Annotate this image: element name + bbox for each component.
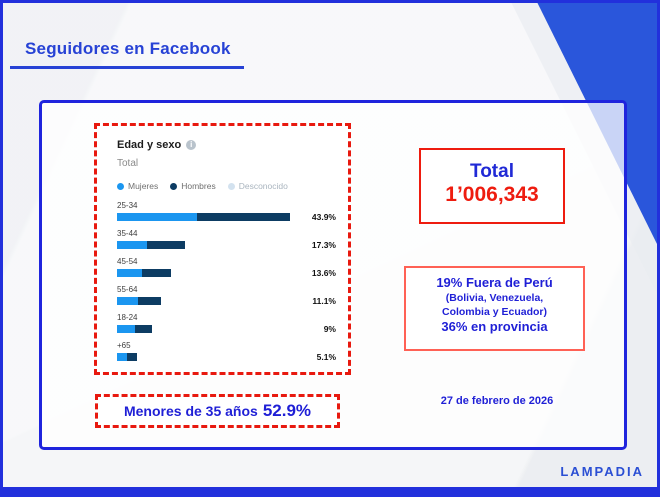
bar-row: +65 5.1% xyxy=(117,341,336,362)
bar-segment-hombres xyxy=(146,241,186,249)
bar-segment-mujeres xyxy=(117,353,127,361)
bar-line: 11.1% xyxy=(117,296,336,306)
bar-category-label: 18-24 xyxy=(117,313,138,322)
legend-dot-icon xyxy=(227,182,235,190)
title-underline xyxy=(10,66,244,69)
highlight-text: Menores de 35 años xyxy=(123,403,258,419)
legend-item: Desconocido xyxy=(227,181,288,191)
bar-category-label: 35-44 xyxy=(117,229,138,238)
chart-legend: Mujeres Hombres Desconocido xyxy=(117,181,336,191)
bar-segment-hombres xyxy=(126,353,138,361)
stats-line: 36% en provincia xyxy=(441,319,548,335)
bar-line: 17.3% xyxy=(117,240,336,250)
bar-line: 43.9% xyxy=(117,212,336,222)
highlight-box: Menores de 35 años 52.9% xyxy=(95,394,340,428)
bar-value-label: 43.9% xyxy=(311,212,336,222)
stats-line: Colombia y Ecuador) xyxy=(441,305,547,318)
bar-segment-hombres xyxy=(196,213,290,221)
bar xyxy=(117,269,171,277)
bar-segment-mujeres xyxy=(117,325,135,333)
bar-row: 55-64 11.1% xyxy=(117,285,336,306)
stats-line: 19% Fuera de Perú xyxy=(436,275,553,290)
date-text: 27 de febrero de 2026 xyxy=(440,395,554,407)
bar-row: 35-44 17.3% xyxy=(117,229,336,250)
legend-item: Mujeres xyxy=(117,181,158,191)
bar-value-label: 17.3% xyxy=(311,240,336,250)
stats-line: (Bolivia, Venezuela, xyxy=(445,291,544,304)
bar-category-label: +65 xyxy=(117,341,131,350)
bar-line: 9% xyxy=(117,324,336,334)
chart-subtitle: Total xyxy=(117,158,139,169)
bar-line: 13.6% xyxy=(117,268,336,278)
bar-value-label: 9% xyxy=(323,324,336,334)
legend-label: Hombres xyxy=(181,181,216,191)
stats-box: 19% Fuera de Perú (Bolivia, Venezuela, C… xyxy=(404,266,585,351)
bar-row: 45-54 13.6% xyxy=(117,257,336,278)
legend-dot-icon xyxy=(170,182,178,190)
bar-value-label: 13.6% xyxy=(311,268,336,278)
bar-segment-hombres xyxy=(137,297,161,305)
bar-value-label: 11.1% xyxy=(312,296,336,306)
bar xyxy=(117,325,153,333)
bar-row: 25-34 43.9% xyxy=(117,201,336,222)
bar-line: 5.1% xyxy=(117,352,336,362)
bar xyxy=(117,213,290,221)
chart-title: Edad y sexo xyxy=(117,139,182,151)
legend-item: Hombres xyxy=(170,181,216,191)
bar-category-label: 45-54 xyxy=(117,257,138,266)
total-label: Total xyxy=(470,161,514,182)
bar xyxy=(117,241,186,249)
chart-header: Edad y sexo i xyxy=(117,139,336,151)
bar-segment-hombres xyxy=(134,325,153,333)
bar-segment-mujeres xyxy=(117,241,147,249)
age-sex-chart: Edad y sexo i Total Mujeres Hombres Descon… xyxy=(94,123,351,375)
bar-segment-mujeres xyxy=(117,213,197,221)
bar-value-label: 5.1% xyxy=(316,352,336,362)
bar-segment-mujeres xyxy=(117,297,138,305)
bottom-strip-decoration xyxy=(3,487,657,494)
total-value: 1’006,343 xyxy=(445,182,539,206)
legend-label: Mujeres xyxy=(128,181,159,191)
legend-dot-icon xyxy=(117,182,124,190)
legend-label: Desconocido xyxy=(238,181,288,191)
brand-logo: LAMPADIA xyxy=(560,464,644,479)
total-box: Total 1’006,343 xyxy=(419,148,565,224)
bar-category-label: 25-34 xyxy=(117,201,138,210)
highlight-value: 52.9% xyxy=(262,401,312,420)
info-icon[interactable]: i xyxy=(186,140,197,150)
page-title: Seguidores en Facebook xyxy=(25,39,231,58)
bar xyxy=(117,297,161,305)
content-panel: Edad y sexo i Total Mujeres Hombres Descon… xyxy=(39,100,627,450)
bar-rows: 25-34 43.9% 35-44 17.3% 45-54 13.6% 55-64 11.1%… xyxy=(117,201,336,362)
bar-row: 18-24 9% xyxy=(117,313,336,334)
bar-segment-hombres xyxy=(142,269,171,277)
bar-category-label: 55-64 xyxy=(117,285,138,294)
bar-segment-mujeres xyxy=(117,269,143,277)
bar xyxy=(117,353,138,361)
